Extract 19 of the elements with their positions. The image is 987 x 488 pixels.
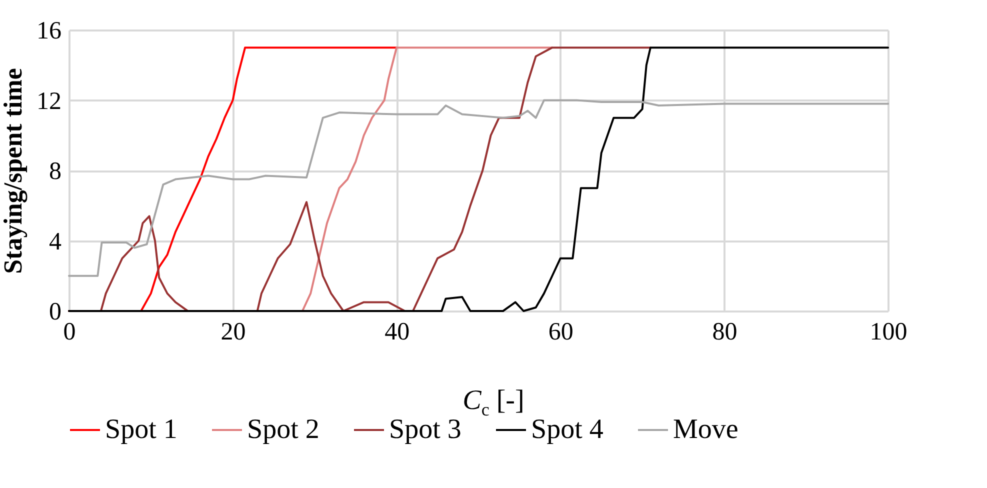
x-tick-label: 100 (870, 318, 908, 346)
x-tick-label: 20 (220, 318, 246, 346)
legend-label: Move (673, 414, 738, 445)
x-tick-label: 80 (712, 318, 738, 346)
x-tick-label: 60 (548, 318, 574, 346)
y-tick-label: 8 (49, 158, 62, 185)
legend-label: Spot 2 (247, 414, 320, 445)
legend-label: Spot 4 (531, 414, 604, 445)
y-tick-label: 16 (36, 18, 62, 44)
line-series (68, 99, 889, 277)
y-axis-title: Staying/spent time (0, 68, 28, 274)
x-tick-label: 40 (384, 318, 410, 346)
y-tick-label: 4 (49, 228, 62, 256)
y-tick-label: 0 (49, 298, 62, 326)
x-axis-title: C$_{c}$ [-] (462, 385, 524, 420)
legend-label: Spot 1 (105, 414, 178, 445)
line-series (68, 46, 889, 312)
legend-label: Spot 3 (389, 414, 462, 445)
y-tick-label: 12 (36, 88, 62, 115)
